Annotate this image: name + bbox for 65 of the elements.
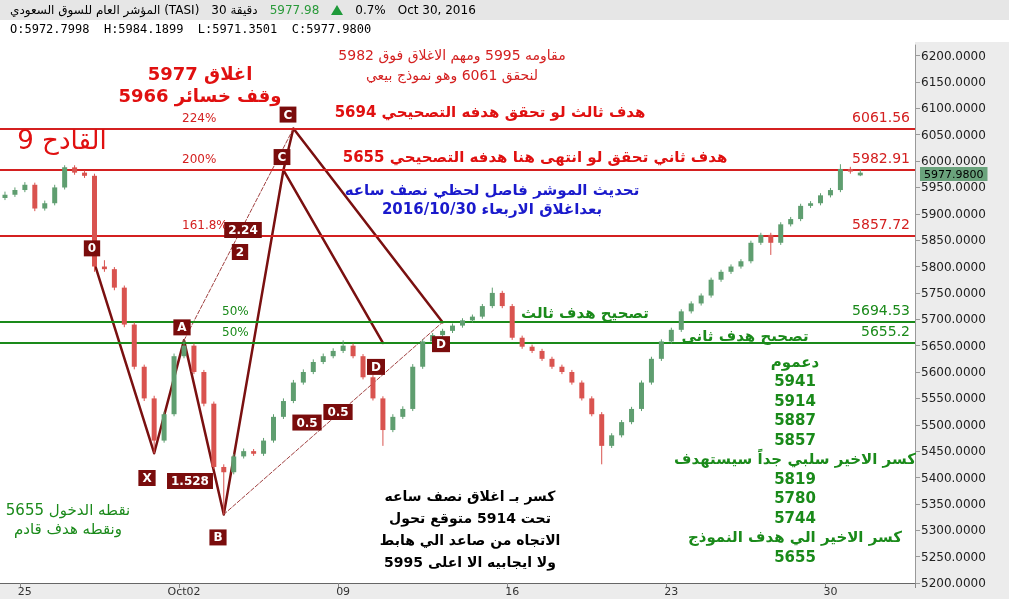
ref-line-label: 6061.56 — [852, 108, 911, 125]
annotation: 50% — [222, 324, 249, 339]
text: Oct 30, 2016 — [397, 3, 476, 17]
annotation: C — [283, 107, 293, 122]
ref-line-label: 5982.91 — [852, 150, 910, 167]
x-tick-label: 30 — [823, 585, 838, 598]
text: 5977.9800 — [924, 167, 984, 181]
annotation: تحديث الموشر فاصل لحظي نصف ساعه بعداغلاق الاربعاء 2016/10/30 — [344, 180, 640, 218]
annotation: 0.5 — [296, 415, 318, 430]
annotation: 2 — [235, 245, 245, 259]
y-tick-label: 5600.0000 — [921, 365, 986, 380]
annotation: 1.528 — [171, 474, 209, 488]
text: 5977.98 — [269, 3, 320, 17]
annotation: 2.24 — [228, 223, 258, 238]
y-tick-label: 6150.0000 — [921, 74, 986, 89]
y-tick-label: 6200.0000 — [921, 48, 986, 63]
x-tick-label: 23 — [664, 585, 679, 598]
annotation: D — [436, 337, 447, 352]
y-tick-label: 5650.0000 — [921, 338, 986, 353]
y-tick-label: 5900.0000 — [921, 206, 986, 221]
text: 0.7% — [355, 3, 386, 17]
y-tick-label: 5850.0000 — [921, 233, 986, 248]
annotation: D — [371, 359, 382, 374]
ref-line-label: 5655.2 — [861, 322, 910, 339]
y-tick-label: 6000.0000 — [921, 154, 986, 169]
x-tick-label: 25 — [17, 585, 32, 598]
annotation: 0 — [87, 241, 97, 256]
chart-subtitle: O:5972.7998 H:5984.1899 L:5971.3501 C:5977.9800 — [10, 22, 372, 36]
annotation: 200% — [182, 152, 217, 167]
y-tick-label: 5700.0000 — [921, 312, 986, 327]
y-tick-label: 5500.0000 — [921, 417, 986, 432]
annotation: A — [177, 320, 188, 335]
annotation: X — [142, 471, 153, 485]
chart-title: المؤشر العام للسوق السعودي (TASI) — [10, 3, 200, 17]
annotation: B — [213, 530, 223, 545]
y-tick-label: 5750.0000 — [921, 285, 986, 300]
ref-line-label: 5694.53 — [852, 302, 910, 319]
y-tick-label: 5400.0000 — [921, 470, 986, 485]
y-tick-label: 5450.0000 — [921, 444, 986, 459]
y-tick-label: 5250.0000 — [921, 549, 986, 564]
annotation: اغلاق 5977 وقف خسائر 5966 — [118, 62, 282, 107]
annotation: C — [277, 150, 287, 165]
annotation: تصحيح هدف ثالث — [521, 304, 649, 322]
annotation: 0.5 — [327, 405, 349, 419]
annotation: 50% — [222, 304, 249, 319]
x-tick-label: Oct02 — [167, 585, 201, 598]
annotation: نقطه الدخول 5655 ونقطه هدف قادم — [5, 500, 131, 538]
x-tick-label: 09 — [336, 585, 351, 598]
y-tick-label: 5950.0000 — [921, 180, 986, 195]
annotation: مقاومه 5995 ومهم الاغلاق فوق 5982 لنحقق 6061 وهو نموذج بيعي — [338, 47, 566, 84]
y-tick-label: 5800.0000 — [921, 259, 986, 274]
annotation: القادح 9 — [17, 125, 107, 155]
y-tick-label: 5350.0000 — [921, 496, 986, 511]
y-tick-label: 6100.0000 — [921, 101, 986, 116]
annotation: هدف ثاني تحقق لو انتهى هنا هدفه التصحيحي 5655 — [342, 148, 728, 166]
x-tick-label: 16 — [505, 585, 520, 598]
y-tick-label: 5300.0000 — [921, 523, 986, 538]
ref-line-label: 5857.72 — [852, 216, 910, 233]
annotation: 224% — [182, 110, 217, 125]
y-tick-label: 5550.0000 — [921, 391, 986, 406]
text: 30 دقيقة — [211, 3, 258, 17]
y-tick-label: 6050.0000 — [921, 127, 986, 142]
annotation: هدف ثالث لو تحقق هدفه التصحيحي 5694 — [334, 103, 646, 121]
annotation: كسر بـ اغلاق نصف ساعه تحت 5914 متوقع تحول الاتجاه من صاعد الي هابط ولا ايجابيه الا اعلى 5995 — [379, 488, 561, 571]
y-tick-label: 5200.0000 — [921, 576, 986, 590]
